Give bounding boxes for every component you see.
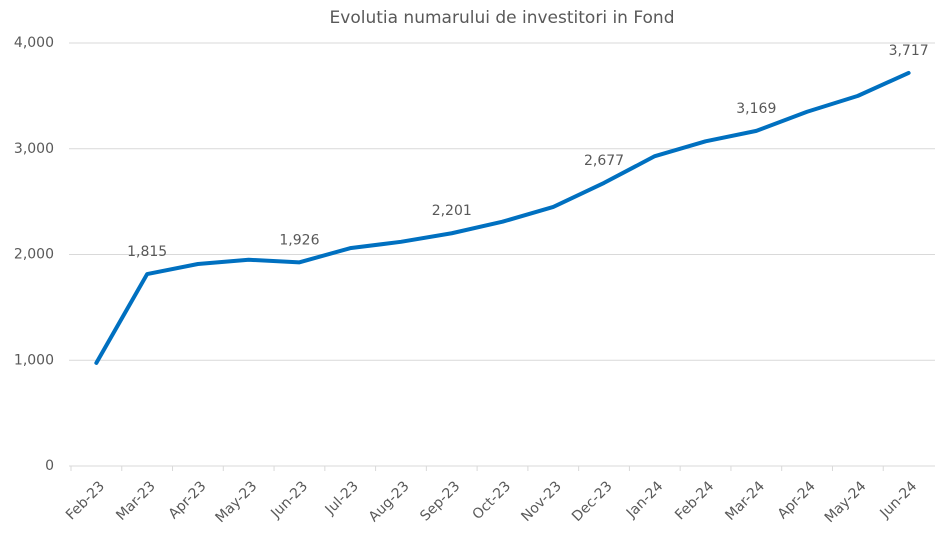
x-tick-label: Dec-23 (569, 478, 616, 525)
x-tick-label: Apr-24 (775, 478, 819, 522)
chart-title: Evolutia numarului de investitori in Fon… (330, 8, 675, 28)
x-tick-label: Feb-24 (672, 478, 717, 523)
x-tick-label: Jun-24 (877, 478, 921, 522)
x-tick-label: Jul-23 (322, 478, 362, 518)
x-tick-label: Nov-23 (518, 478, 565, 525)
x-tick-label: Oct-23 (470, 478, 515, 523)
x-tick-label: Aug-23 (366, 478, 413, 525)
x-tick-label: Mar-24 (722, 478, 768, 524)
x-tick-label: Feb-23 (63, 478, 108, 523)
x-tick-label: Mar-23 (113, 478, 159, 524)
x-tick-label: May-23 (213, 478, 261, 526)
data-label: 1,926 (279, 232, 319, 248)
y-tick-label: 4,000 (14, 35, 54, 51)
y-tick-label: 2,000 (14, 247, 54, 263)
x-tick-label: Sep-23 (417, 478, 463, 524)
y-tick-label: 3,000 (14, 141, 54, 157)
data-label: 3,717 (889, 43, 929, 59)
x-tick-label: Jun-23 (267, 478, 311, 522)
y-tick-label: 1,000 (14, 352, 54, 368)
line (94, 70, 911, 365)
data-label: 1,815 (127, 244, 167, 260)
y-tick-label: 0 (45, 458, 54, 474)
data-label: 2,677 (584, 153, 624, 169)
x-tick-label: Apr-23 (166, 478, 210, 522)
x-tick-label: Jan-24 (623, 478, 667, 522)
x-tick-label: May-24 (822, 478, 870, 526)
data-label: 2,201 (432, 203, 472, 219)
data-label: 3,169 (736, 101, 776, 117)
